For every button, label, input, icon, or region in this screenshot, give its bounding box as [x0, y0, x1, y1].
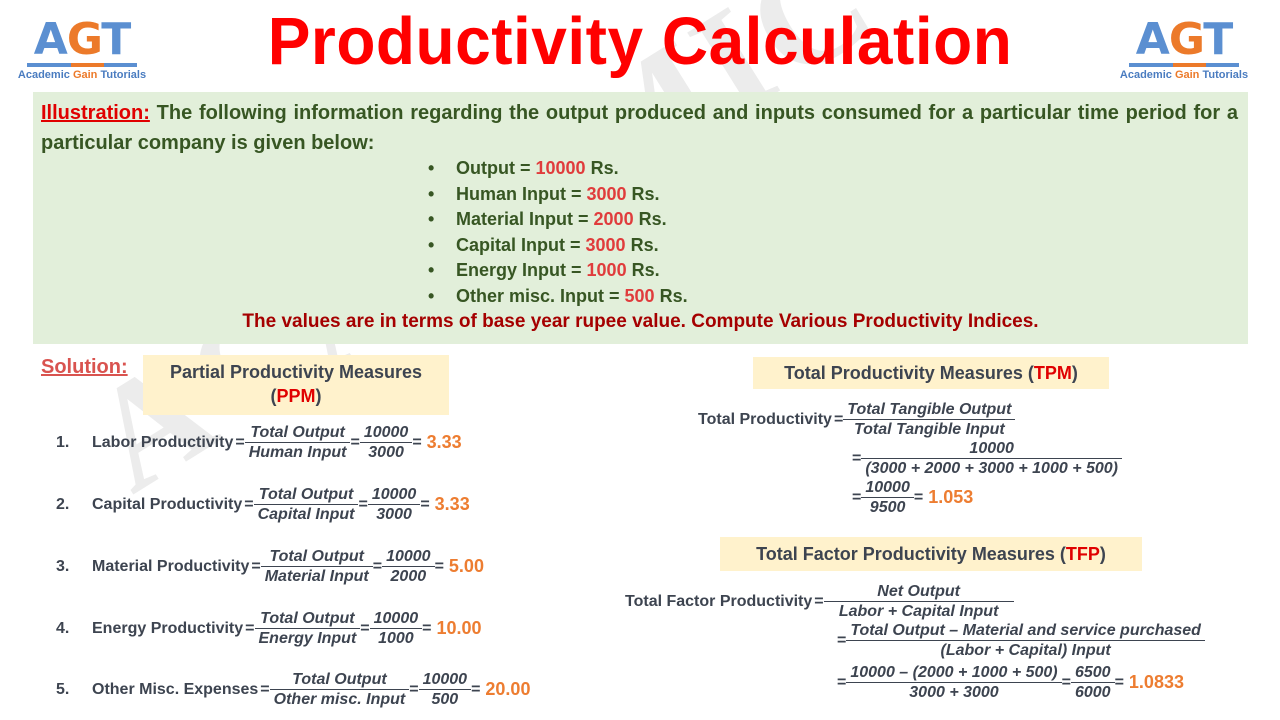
list-item-capital-input: Capital Input = 3000 Rs.: [428, 233, 688, 259]
illustration-note: The values are in terms of base year rup…: [242, 311, 1039, 332]
result-value: 3.33: [426, 432, 462, 452]
list-item-output: Output = 10000 Rs.: [428, 156, 688, 182]
logo-tagline: Academic Gain Tutorials: [1119, 69, 1249, 81]
list-item-human-input: Human Input = 3000 Rs.: [428, 182, 688, 208]
page-title: Productivity Calculation: [267, 3, 1013, 79]
tfp-result: = 10000 – (2000 + 1000 + 500) 3000 + 3000…: [837, 664, 1184, 701]
value-fraction: 10000 3000: [359, 423, 413, 462]
tfp-formula: Total Factor Productivity = Net Output Lab…: [625, 582, 1014, 621]
list-item-misc-input: Other misc. Input = 500 Rs.: [428, 284, 688, 310]
logo-underline: [1129, 63, 1239, 67]
ppm-row-energy: 4. Energy Productivity = Total Output Energ…: [56, 609, 482, 648]
formula-fraction: Total Output Other misc. Input: [269, 670, 410, 709]
tpm-result: = 10000 9500 = 1.053: [852, 479, 974, 516]
ppm-row-material: 3. Material Productivity = Total Output Mat…: [56, 547, 484, 586]
value-fraction: 10000 500: [418, 670, 472, 709]
tpm-formula: Total Productivity = Total Tangible Outpu…: [698, 400, 1016, 439]
tpm-heading: Total Productivity Measures (TPM): [753, 357, 1109, 389]
illustration-label: Illustration:: [41, 102, 150, 124]
ppm-row-capital: 2. Capital Productivity = Total Output Capi…: [56, 485, 470, 524]
result-value: 3.33: [434, 494, 470, 514]
value-fraction: 10000 2000: [382, 547, 435, 586]
result-value: 5.00: [448, 556, 484, 576]
value-fraction: 10000 1000: [369, 609, 423, 648]
illustration-panel: Illustration: The following information …: [33, 92, 1248, 344]
tfp-heading: Total Factor Productivity Measures (TFP): [720, 537, 1142, 571]
ppm-heading: Partial Productivity Measures (PPM): [143, 355, 449, 415]
formula-fraction: Total Output Material Input: [260, 547, 373, 586]
logo-mark: AGT: [1135, 14, 1233, 65]
tfp-expansion: = Total Output – Material and service pu…: [835, 621, 1205, 660]
agt-logo-left: AGT Academic Gain Tutorials: [2, 14, 162, 82]
formula-fraction: Total Output Capital Input: [253, 485, 359, 524]
input-list: Output = 10000 Rs. Human Input = 3000 Rs…: [428, 156, 688, 310]
tpm-substitution: = 10000 (3000 + 2000 + 3000 + 1000 + 500): [850, 439, 1123, 478]
list-item-energy-input: Energy Input = 1000 Rs.: [428, 258, 688, 284]
ppm-row-misc: 5. Other Misc. Expenses = Total Output Othe…: [56, 670, 531, 709]
logo-mark: AGT: [33, 14, 131, 65]
agt-logo-right: AGT Academic Gain Tutorials: [1104, 14, 1264, 82]
logo-underline: [27, 63, 137, 67]
illustration-text: Illustration: The following information …: [41, 102, 1238, 154]
result-value: 1.0833: [1128, 672, 1184, 692]
list-item-material-input: Material Input = 2000 Rs.: [428, 207, 688, 233]
result-value: 20.00: [485, 679, 531, 699]
logo-tagline: Academic Gain Tutorials: [17, 69, 147, 81]
result-value: 1.053: [928, 487, 974, 507]
value-fraction: 10000 3000: [367, 485, 421, 524]
formula-fraction: Total Output Human Input: [244, 423, 351, 462]
formula-fraction: Total Output Energy Input: [254, 609, 361, 648]
solution-label: Solution:: [41, 356, 128, 378]
result-value: 10.00: [436, 618, 482, 638]
ppm-row-labor: 1. Labor Productivity = Total Output Human …: [56, 423, 462, 462]
